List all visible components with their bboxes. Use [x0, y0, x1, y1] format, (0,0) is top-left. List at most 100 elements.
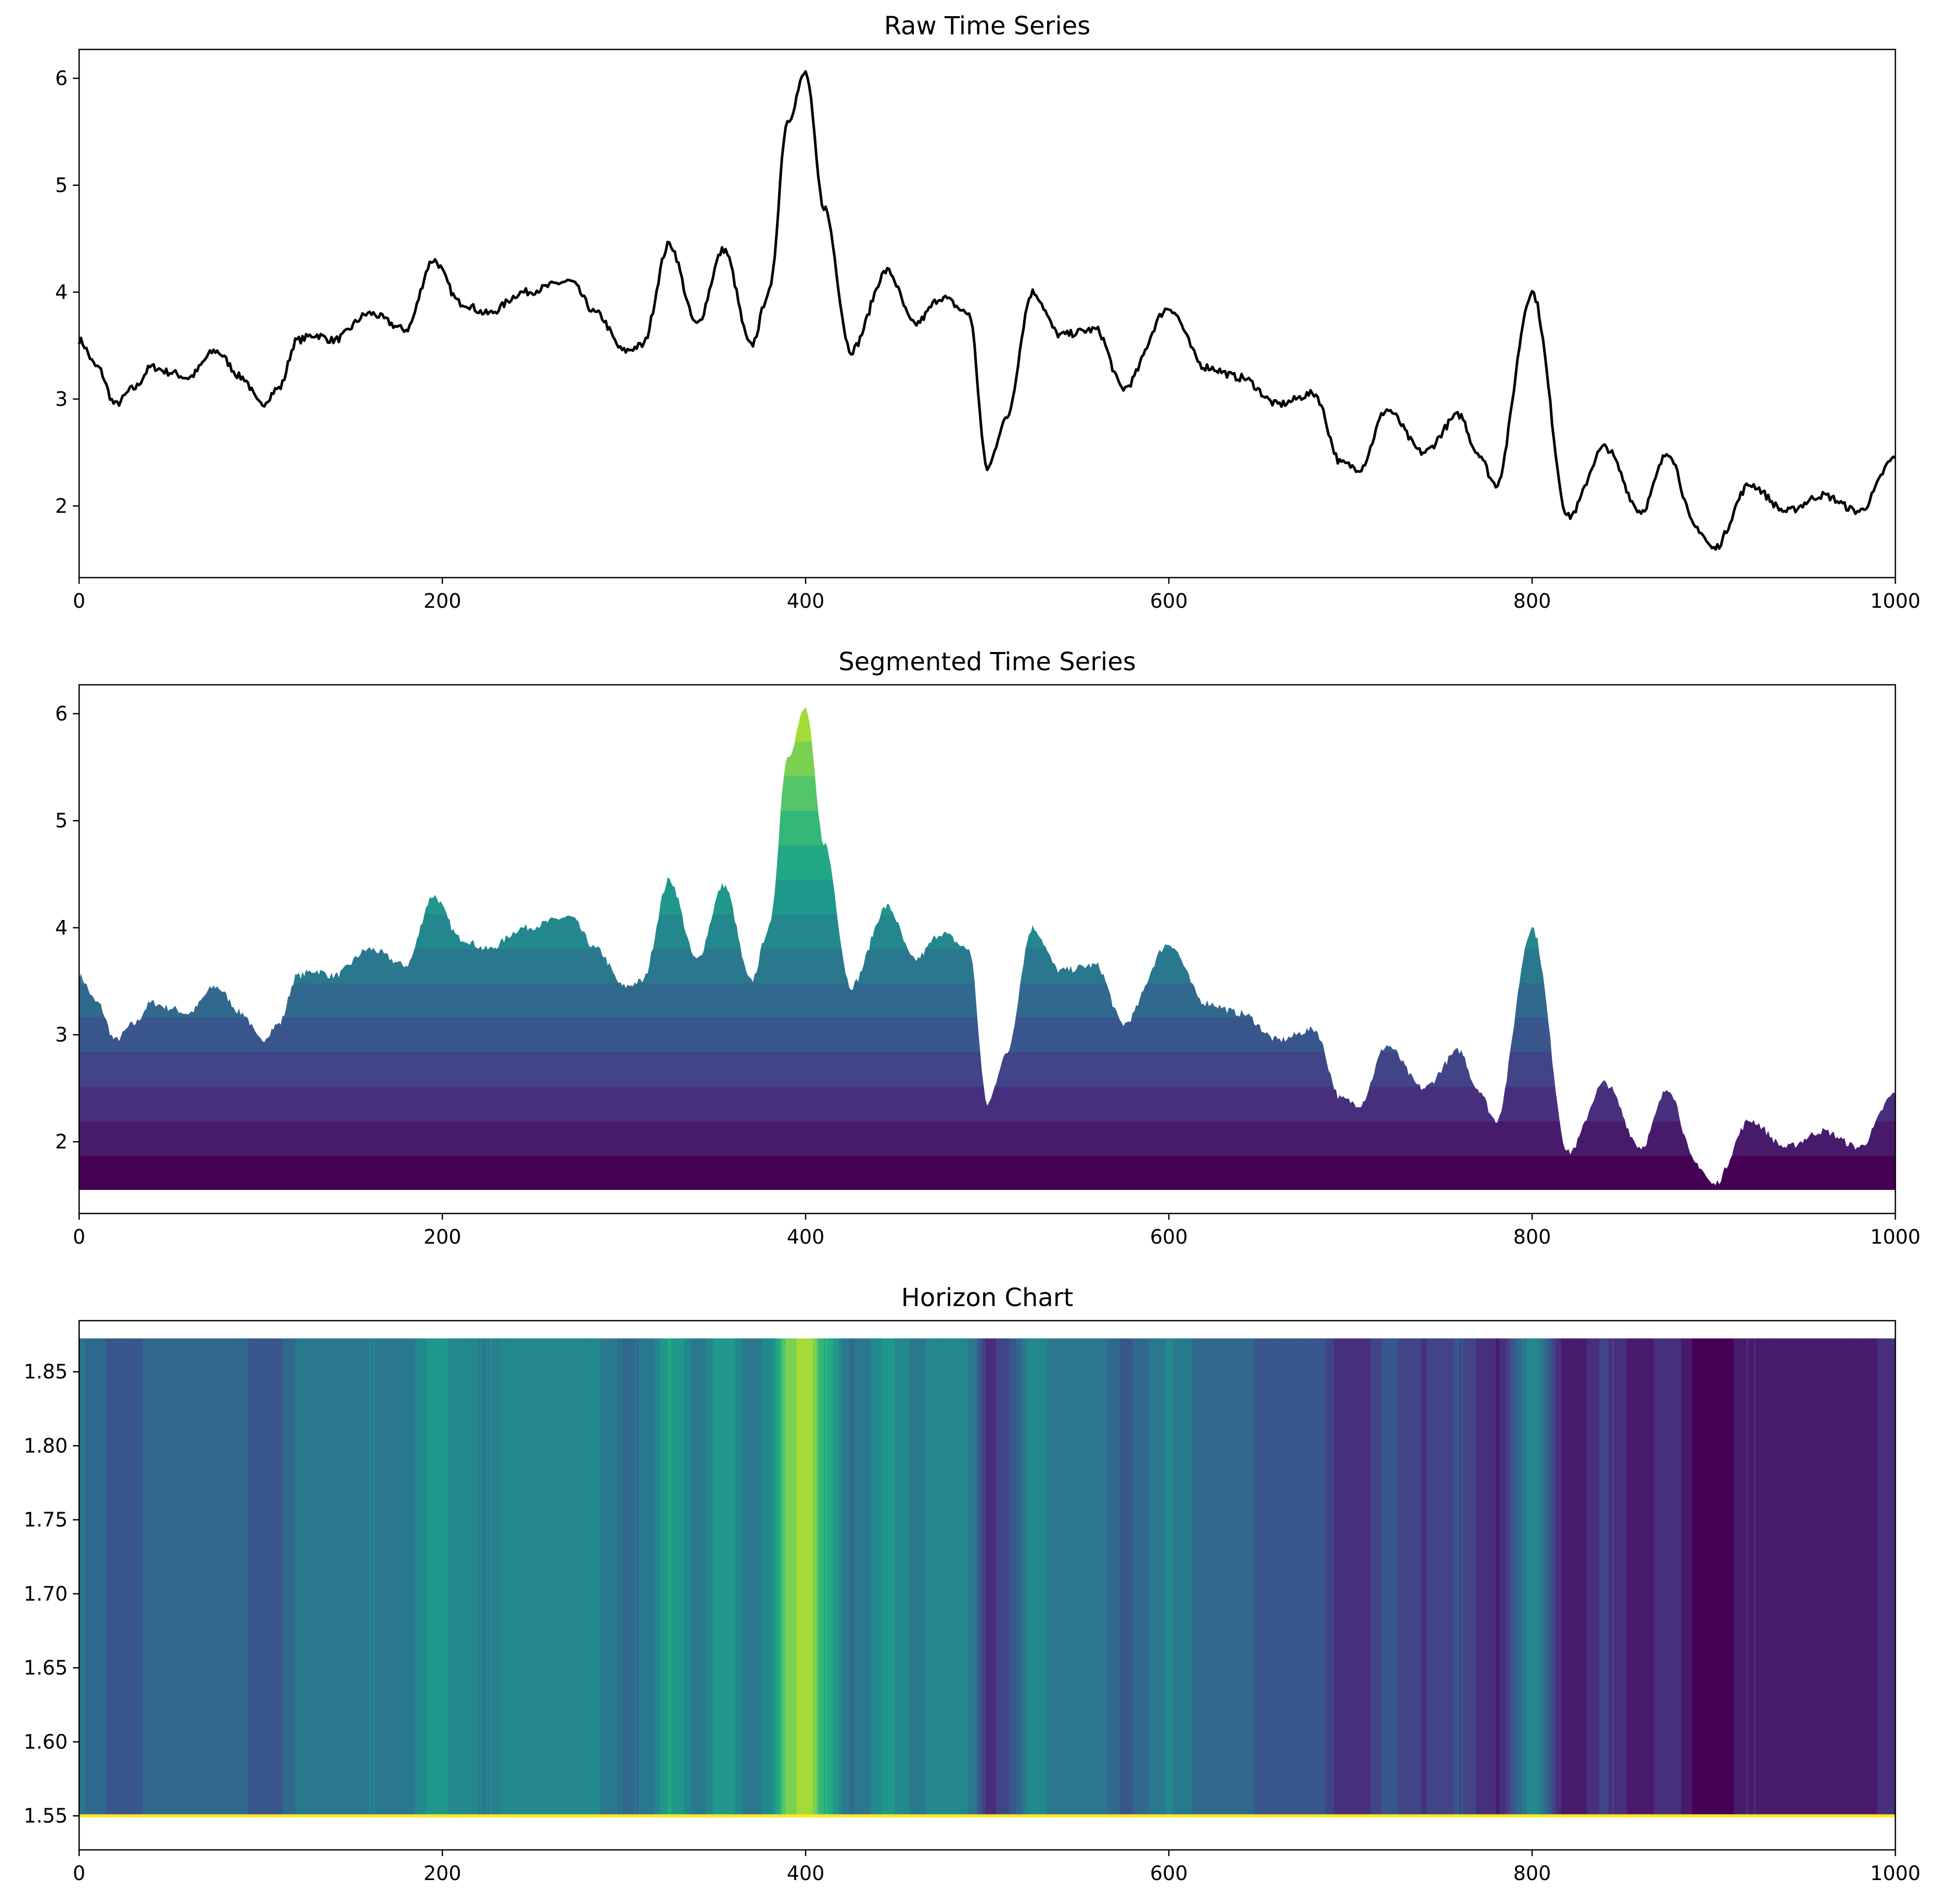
horizon-column — [1741, 1338, 1743, 1816]
horizon-column — [758, 1338, 761, 1816]
horizon-column — [580, 1338, 583, 1816]
horizon-column — [1496, 1338, 1498, 1816]
horizon-column — [1764, 1338, 1767, 1816]
horizon-column — [1310, 1338, 1313, 1816]
horizon-column — [941, 1338, 944, 1816]
horizon-column — [1356, 1338, 1358, 1816]
horizon-column — [1312, 1338, 1315, 1816]
horizon-column — [660, 1338, 662, 1816]
horizon-column — [122, 1338, 125, 1816]
horizon-column — [299, 1338, 301, 1816]
horizon-column — [844, 1338, 846, 1816]
horizon-column — [1403, 1338, 1406, 1816]
horizon-column — [789, 1338, 792, 1816]
horizon-column — [545, 1338, 549, 1816]
horizon-column — [128, 1338, 131, 1816]
horizon-column — [949, 1338, 951, 1816]
horizon-column — [1092, 1338, 1095, 1816]
horizon-column — [1592, 1338, 1595, 1816]
horizon-column — [996, 1338, 999, 1816]
horizon-column — [240, 1338, 243, 1816]
horizon-column — [1813, 1338, 1816, 1816]
horizon-y-tick-label: 1.60 — [23, 1730, 68, 1753]
horizon-column — [1490, 1338, 1493, 1816]
horizon-column — [833, 1338, 835, 1816]
horizon-column — [1866, 1338, 1869, 1816]
horizon-column — [1672, 1338, 1674, 1816]
horizon-column — [1098, 1338, 1100, 1816]
horizon-column — [1892, 1338, 1894, 1816]
horizon-column — [893, 1338, 895, 1816]
horizon-column — [1721, 1338, 1724, 1816]
horizon-column — [1172, 1338, 1175, 1816]
horizon-column — [1624, 1338, 1627, 1816]
segment-band — [79, 1121, 1895, 1156]
horizon-column — [93, 1338, 96, 1816]
segmented-x-tick-label: 600 — [1150, 1225, 1188, 1248]
horizon-column — [1459, 1338, 1462, 1816]
horizon-column — [624, 1338, 627, 1816]
horizon-column — [266, 1338, 269, 1816]
horizon-column — [709, 1338, 712, 1816]
horizon-column — [1114, 1338, 1117, 1816]
horizon-column — [896, 1338, 899, 1816]
horizon-column — [976, 1338, 979, 1816]
horizon-column — [1635, 1338, 1638, 1816]
horizon-column — [1879, 1338, 1881, 1816]
horizon-column — [1552, 1338, 1554, 1816]
horizon-column — [1350, 1338, 1353, 1816]
horizon-column — [1826, 1338, 1829, 1816]
horizon-column — [874, 1338, 877, 1816]
segmented-x-tick-label: 800 — [1513, 1225, 1551, 1248]
horizon-column — [1570, 1338, 1573, 1816]
horizon-column — [1514, 1338, 1517, 1816]
horizon-column — [1507, 1338, 1509, 1816]
horizon-column — [435, 1338, 438, 1816]
horizon-column — [364, 1338, 367, 1816]
horizon-column — [517, 1338, 519, 1816]
horizon-column — [1007, 1338, 1010, 1816]
horizon-column — [887, 1338, 890, 1816]
horizon-column — [1474, 1338, 1476, 1816]
horizon-column — [1668, 1338, 1671, 1816]
horizon-column — [1464, 1338, 1467, 1816]
horizon-column — [518, 1338, 521, 1816]
horizon-column — [1753, 1338, 1756, 1816]
horizon-column — [404, 1338, 406, 1816]
horizon-column — [429, 1338, 432, 1816]
horizon-column — [456, 1338, 460, 1816]
horizon-column — [1381, 1338, 1384, 1816]
horizon-column — [1111, 1338, 1113, 1816]
horizon-column — [1270, 1338, 1273, 1816]
horizon-column — [1766, 1338, 1769, 1816]
horizon-column — [992, 1338, 995, 1816]
horizon-column — [885, 1338, 888, 1816]
horizon-column — [1397, 1338, 1400, 1816]
horizon-x-tick-label: 0 — [73, 1862, 85, 1885]
horizon-column — [291, 1338, 294, 1816]
horizon-column — [1216, 1338, 1218, 1816]
horizon-column — [622, 1338, 625, 1816]
horizon-column — [1248, 1338, 1251, 1816]
horizon-column — [1841, 1338, 1843, 1816]
horizon-column — [716, 1338, 719, 1816]
horizon-column — [1429, 1338, 1431, 1816]
horizon-column — [151, 1338, 154, 1816]
horizon-column — [1034, 1338, 1037, 1816]
raw-y-tick-label: 6 — [55, 67, 68, 90]
horizon-column — [1692, 1338, 1694, 1816]
horizon-column — [865, 1338, 868, 1816]
horizon-column — [1025, 1338, 1028, 1816]
horizon-column — [386, 1338, 388, 1816]
horizon-column — [1378, 1338, 1380, 1816]
segmented-x-tick-label: 0 — [73, 1225, 85, 1248]
horizon-column — [796, 1338, 799, 1816]
horizon-column — [399, 1338, 401, 1816]
horizon-column — [1759, 1338, 1762, 1816]
horizon-column — [1292, 1338, 1295, 1816]
horizon-column — [944, 1338, 946, 1816]
horizon-column — [1319, 1338, 1322, 1816]
horizon-column — [1601, 1338, 1603, 1816]
horizon-column — [1623, 1338, 1625, 1816]
horizon-column — [747, 1338, 750, 1816]
